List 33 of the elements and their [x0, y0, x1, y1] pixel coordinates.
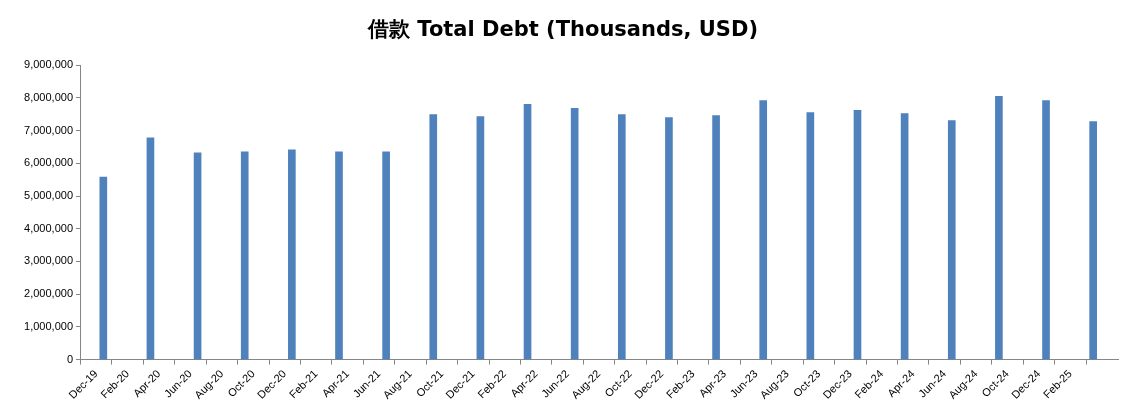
- bar: [570, 108, 579, 360]
- bar: [476, 116, 485, 360]
- bar: [429, 114, 438, 360]
- y-tick-label: 9,000,000: [24, 58, 73, 71]
- bar: [523, 104, 532, 360]
- y-tick-label: 6,000,000: [24, 156, 73, 169]
- y-tick-label: 0: [66, 352, 73, 365]
- bar: [617, 114, 626, 360]
- y-tick-label: 5,000,000: [24, 189, 73, 202]
- bar: [712, 115, 720, 360]
- bar: [853, 110, 862, 360]
- y-tick-label: 1,000,000: [24, 319, 73, 332]
- bar: [806, 112, 815, 360]
- y-tick-label: 7,000,000: [24, 123, 73, 136]
- bar: [665, 117, 673, 360]
- y-tick-label: 3,000,000: [24, 254, 73, 267]
- bar: [1089, 121, 1097, 360]
- bar: [193, 152, 202, 360]
- y-tick-label: 4,000,000: [24, 221, 73, 234]
- bar: [900, 113, 909, 360]
- bar: [759, 100, 768, 360]
- chart-title: 借款 Total Debt (Thousands, USD): [367, 17, 758, 42]
- bar: [335, 151, 343, 360]
- bar: [146, 137, 155, 360]
- y-tick-label: 8,000,000: [24, 90, 73, 103]
- bar: [382, 151, 390, 360]
- bar: [288, 149, 296, 360]
- y-tick-label: 2,000,000: [24, 287, 73, 300]
- bar: [947, 120, 956, 360]
- bar: [99, 176, 108, 360]
- bar: [995, 95, 1003, 360]
- bar: [240, 151, 249, 360]
- bar: [1042, 100, 1050, 360]
